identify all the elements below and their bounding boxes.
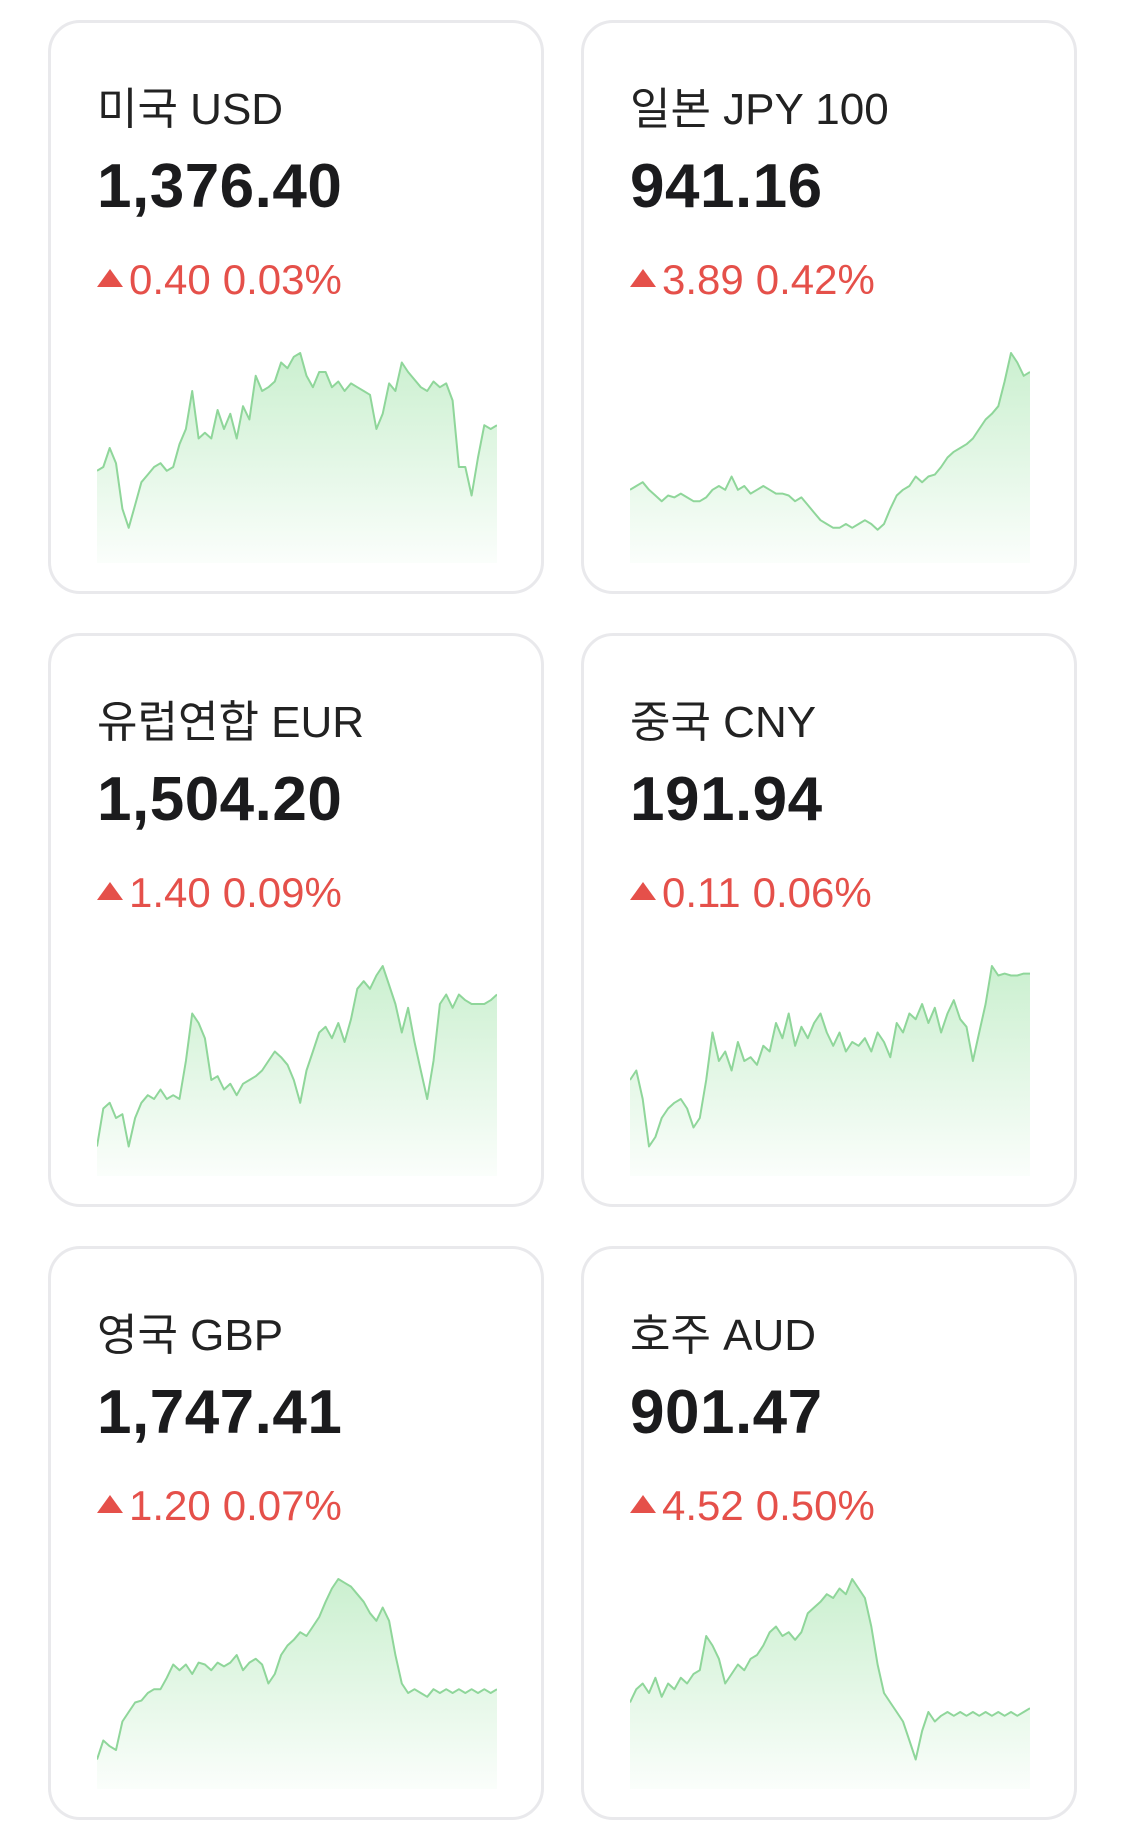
currency-card-cny[interactable]: 중국 CNY 191.94 0.11 0.06%	[581, 633, 1077, 1207]
sparkline-line	[97, 352, 497, 529]
up-arrow-icon	[97, 882, 123, 900]
up-arrow-icon	[630, 269, 656, 287]
sparkline-chart	[97, 965, 497, 1176]
change-percent: 0.03%	[222, 256, 342, 303]
sparkline-area	[97, 1579, 497, 1789]
change-percent: 0.09%	[222, 869, 342, 916]
sparkline-line	[630, 1578, 1030, 1761]
change-amount: 0.11	[662, 869, 741, 916]
currency-price: 1,504.20	[97, 765, 343, 834]
sparkline-area	[630, 966, 1030, 1176]
currency-card-aud[interactable]: 호주 AUD 901.47 4.52 0.50%	[581, 1246, 1077, 1820]
currency-name: 미국 USD	[97, 85, 284, 134]
change-amount: 3.89	[662, 256, 744, 303]
sparkline-chart	[630, 352, 1030, 563]
sparkline-line	[97, 965, 497, 1148]
currency-card-jpy[interactable]: 일본 JPY 100 941.16 3.89 0.42%	[581, 20, 1077, 594]
currency-price: 1,747.41	[97, 1378, 343, 1447]
up-arrow-icon	[97, 1495, 123, 1513]
currency-card-gbp[interactable]: 영국 GBP 1,747.41 1.20 0.07%	[48, 1246, 544, 1820]
sparkline-line	[97, 1578, 497, 1760]
currency-change: 1.20 0.07%	[97, 1482, 342, 1530]
sparkline-area	[97, 966, 497, 1176]
currency-price: 901.47	[630, 1378, 823, 1447]
sparkline-line	[630, 352, 1030, 531]
exchange-rate-grid: 미국 USD 1,376.40 0.40 0.03% 일본 JPY 100 94…	[48, 20, 1077, 1820]
sparkline-chart	[97, 352, 497, 563]
change-amount: 1.40	[129, 869, 211, 916]
change-percent: 0.07%	[222, 1482, 342, 1529]
change-amount: 0.40	[129, 256, 211, 303]
up-arrow-icon	[630, 1495, 656, 1513]
currency-change: 3.89 0.42%	[630, 256, 875, 304]
change-percent: 0.50%	[755, 1482, 875, 1529]
currency-change: 0.40 0.03%	[97, 256, 342, 304]
currency-card-eur[interactable]: 유럽연합 EUR 1,504.20 1.40 0.09%	[48, 633, 544, 1207]
change-percent: 0.42%	[755, 256, 875, 303]
sparkline-line	[630, 965, 1030, 1148]
currency-price: 941.16	[630, 152, 823, 221]
currency-price: 1,376.40	[97, 152, 343, 221]
change-percent: 0.06%	[752, 869, 872, 916]
currency-change: 1.40 0.09%	[97, 869, 342, 917]
currency-name: 일본 JPY 100	[630, 85, 889, 134]
currency-card-usd[interactable]: 미국 USD 1,376.40 0.40 0.03%	[48, 20, 544, 594]
sparkline-chart	[630, 965, 1030, 1176]
sparkline-chart	[97, 1578, 497, 1789]
change-amount: 1.20	[129, 1482, 211, 1529]
up-arrow-icon	[97, 269, 123, 287]
sparkline-area	[97, 353, 497, 563]
up-arrow-icon	[630, 882, 656, 900]
currency-price: 191.94	[630, 765, 823, 834]
currency-name: 호주 AUD	[630, 1311, 817, 1360]
sparkline-chart	[630, 1578, 1030, 1789]
sparkline-area	[630, 1579, 1030, 1789]
change-amount: 4.52	[662, 1482, 744, 1529]
currency-change: 0.11 0.06%	[630, 869, 872, 917]
currency-change: 4.52 0.50%	[630, 1482, 875, 1530]
currency-name: 중국 CNY	[630, 698, 817, 747]
currency-name: 영국 GBP	[97, 1311, 284, 1360]
sparkline-area	[630, 353, 1030, 563]
currency-name: 유럽연합 EUR	[97, 698, 365, 747]
